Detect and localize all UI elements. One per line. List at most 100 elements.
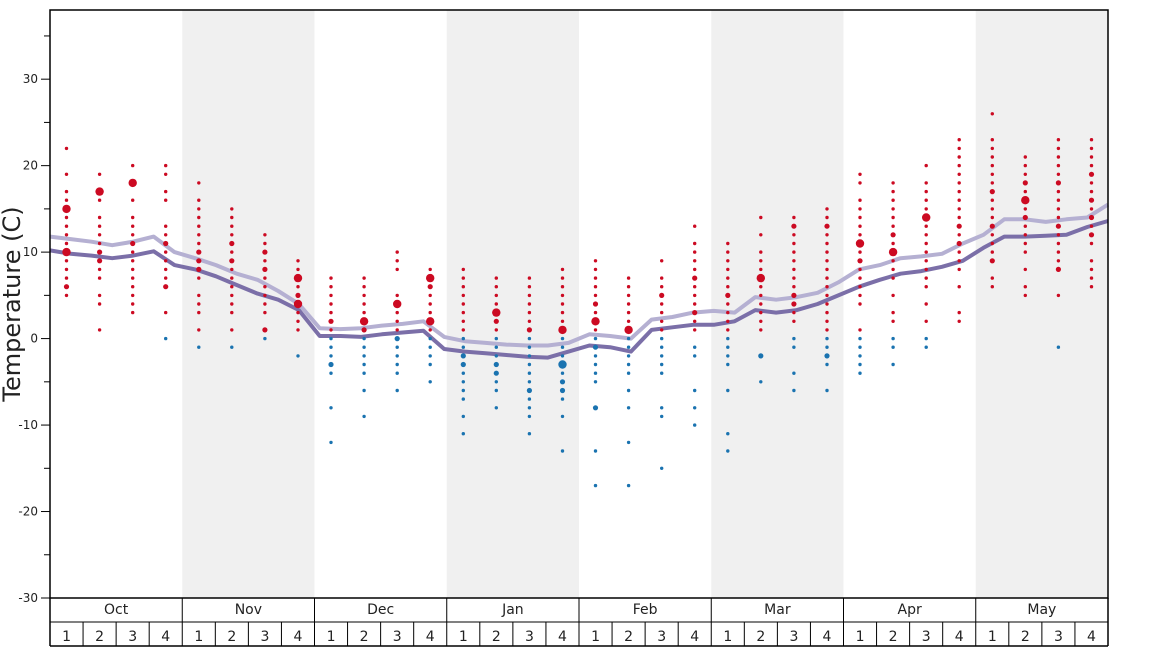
temperature-dot	[957, 146, 961, 151]
temperature-dot	[924, 267, 928, 272]
temperature-dot	[262, 249, 268, 255]
temperature-dot	[230, 302, 234, 306]
temperature-dot	[825, 345, 829, 349]
temperature-dot	[461, 310, 465, 315]
temperature-dot	[792, 241, 796, 246]
lower-average-line	[49, 219, 1109, 360]
week-label: 3	[789, 629, 798, 645]
temperature-dot	[131, 198, 135, 202]
week-label: 2	[624, 629, 633, 645]
temperature-dot	[293, 273, 303, 283]
week-label: 3	[260, 629, 269, 645]
temperature-dot	[263, 285, 267, 289]
temperature-dot	[990, 285, 994, 289]
temperature-dot	[825, 302, 829, 306]
temperature-dot	[97, 224, 102, 228]
temperature-dot	[593, 293, 598, 298]
temperature-dot	[858, 172, 862, 176]
temperature-dot	[560, 414, 565, 419]
temperature-dot	[1023, 155, 1027, 159]
temperature-dot	[296, 328, 300, 332]
temperature-dot	[494, 380, 498, 384]
temperature-dot	[395, 259, 399, 263]
temperature-dot	[362, 302, 366, 306]
temperature-dot	[791, 223, 797, 229]
temperature-dot	[1089, 163, 1094, 168]
temperature-dot	[62, 247, 71, 257]
temperature-dot	[990, 112, 994, 116]
temperature-dot	[759, 380, 763, 384]
temperature-dot	[626, 319, 631, 323]
temperature-dot	[792, 345, 796, 349]
temperature-dot	[891, 362, 895, 367]
temperature-dot	[527, 276, 532, 280]
temperature-dot	[593, 336, 598, 341]
temperature-dot	[726, 241, 730, 246]
week-label: 3	[128, 629, 137, 645]
temperature-dot	[494, 345, 498, 349]
week-label: 3	[1054, 629, 1063, 645]
temperature-dot	[990, 155, 994, 159]
temperature-dot	[891, 336, 895, 341]
temperature-dot	[428, 380, 432, 384]
temperature-dot	[825, 328, 829, 332]
temperature-dot	[626, 483, 631, 488]
temperature-dot	[792, 259, 796, 263]
temperature-dot	[560, 285, 565, 289]
temperature-dot	[891, 224, 895, 228]
month-band-may	[975, 10, 1108, 598]
temperature-dot	[494, 293, 498, 298]
temperature-dot	[660, 345, 664, 349]
temperature-dot	[888, 247, 898, 257]
temperature-dot	[792, 371, 796, 375]
temperature-dot	[362, 276, 366, 280]
temperature-dot	[1021, 196, 1030, 205]
temperature-dot	[494, 336, 498, 341]
temperature-dot	[858, 354, 862, 358]
temperature-dot	[296, 267, 300, 272]
temperature-dot	[858, 250, 862, 254]
temperature-dot	[592, 344, 599, 350]
temperature-dot	[329, 328, 333, 332]
temperature-dot	[361, 327, 367, 333]
temperature-dot	[527, 345, 532, 349]
temperature-dot	[1023, 189, 1027, 194]
temperature-dot	[64, 293, 69, 298]
temperature-dot	[924, 276, 928, 280]
temperature-dot	[64, 189, 69, 194]
temperature-dot	[296, 259, 300, 263]
temperature-dot	[624, 325, 633, 335]
temperature-dot	[560, 293, 565, 298]
temperature-dot	[527, 371, 532, 375]
week-label: 3	[525, 629, 534, 645]
temperature-dot	[1089, 207, 1094, 211]
temperature-dot	[461, 414, 465, 419]
week-label: 2	[1021, 629, 1030, 645]
temperature-dot	[693, 328, 697, 332]
month-band-nov	[182, 10, 315, 598]
temperature-dot	[626, 293, 631, 298]
month-label-dec: Dec	[367, 602, 394, 618]
temperature-dot	[62, 204, 71, 214]
temperature-dot	[64, 198, 69, 202]
temperature-dot	[956, 223, 962, 229]
temperature-dot	[97, 198, 102, 202]
temperature-dot	[1088, 214, 1095, 221]
temperature-dot	[1088, 171, 1095, 177]
temperature-dot	[660, 362, 664, 367]
temperature-dot	[428, 267, 432, 272]
temperature-dot	[197, 198, 201, 202]
temperature-dot	[493, 370, 499, 376]
temperature-dot	[626, 371, 631, 375]
temperature-dot	[164, 189, 168, 194]
temperature-dot	[660, 336, 664, 341]
temperature-dot	[726, 345, 730, 349]
temperature-dot	[560, 310, 565, 315]
week-label: 3	[657, 629, 666, 645]
y-axis: -30 -20 -10 0 10 20 30	[18, 35, 50, 605]
temperature-dot	[131, 224, 135, 228]
temperature-dot	[428, 293, 432, 298]
temperature-dot	[957, 215, 961, 220]
temperature-dot	[1056, 259, 1061, 263]
temperature-dot	[693, 302, 697, 306]
